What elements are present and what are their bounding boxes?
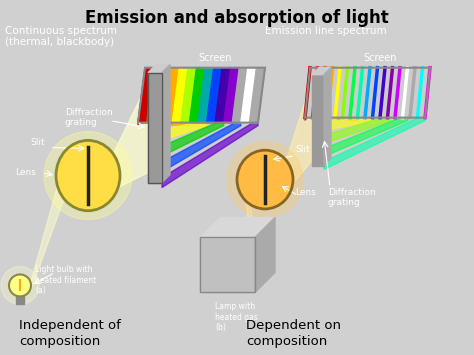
Polygon shape — [324, 115, 425, 170]
Polygon shape — [324, 115, 374, 131]
Polygon shape — [162, 120, 207, 141]
Text: Light bulb with
heated filament
(a): Light bulb with heated filament (a) — [35, 266, 96, 295]
Polygon shape — [162, 120, 224, 156]
Polygon shape — [249, 68, 265, 122]
Text: Slit: Slit — [295, 145, 310, 154]
Polygon shape — [162, 120, 258, 187]
Ellipse shape — [237, 150, 293, 209]
Text: Emission line spectrum: Emission line spectrum — [265, 26, 387, 36]
Text: Lamp with
heated gas
(b): Lamp with heated gas (b) — [215, 302, 258, 332]
Polygon shape — [232, 68, 248, 122]
Polygon shape — [324, 110, 356, 121]
Polygon shape — [155, 68, 171, 122]
Polygon shape — [200, 237, 255, 293]
Polygon shape — [138, 68, 162, 126]
Polygon shape — [200, 218, 275, 237]
Polygon shape — [31, 157, 65, 289]
Polygon shape — [246, 163, 255, 288]
Polygon shape — [207, 68, 222, 122]
Polygon shape — [312, 68, 331, 75]
Polygon shape — [110, 83, 148, 192]
Text: Emission and absorption of light: Emission and absorption of light — [85, 9, 389, 27]
Text: Screen: Screen — [198, 53, 232, 63]
Polygon shape — [305, 68, 430, 118]
Polygon shape — [146, 68, 162, 122]
Polygon shape — [172, 68, 188, 122]
Polygon shape — [138, 68, 154, 122]
Text: Slit: Slit — [30, 138, 45, 147]
Polygon shape — [324, 115, 391, 144]
Polygon shape — [215, 68, 231, 122]
Polygon shape — [181, 68, 196, 122]
Polygon shape — [155, 83, 162, 126]
Polygon shape — [324, 68, 331, 165]
Polygon shape — [224, 68, 239, 122]
Polygon shape — [162, 115, 190, 126]
Polygon shape — [148, 73, 162, 182]
Polygon shape — [241, 68, 256, 122]
Polygon shape — [198, 68, 214, 122]
Polygon shape — [312, 75, 324, 165]
Polygon shape — [162, 65, 170, 182]
Bar — [16, 296, 24, 304]
Polygon shape — [322, 84, 324, 121]
Text: Lens: Lens — [295, 188, 316, 197]
Polygon shape — [138, 68, 265, 122]
Polygon shape — [305, 71, 324, 121]
Text: Diffraction
grating: Diffraction grating — [328, 187, 376, 207]
Polygon shape — [284, 80, 312, 193]
Polygon shape — [162, 99, 172, 126]
Text: Independent of
composition: Independent of composition — [19, 320, 121, 348]
Text: Continuous spectrum
(thermal, blackbody): Continuous spectrum (thermal, blackbody) — [5, 26, 117, 47]
Polygon shape — [324, 97, 339, 121]
Text: Diffraction
grating: Diffraction grating — [65, 108, 113, 127]
Circle shape — [9, 274, 31, 296]
Polygon shape — [164, 68, 179, 122]
Text: Screen: Screen — [363, 53, 397, 63]
Text: Lens: Lens — [15, 168, 36, 177]
Text: Dependent on
composition: Dependent on composition — [246, 320, 341, 348]
Polygon shape — [324, 115, 408, 157]
Polygon shape — [148, 65, 170, 73]
Circle shape — [227, 142, 303, 218]
Circle shape — [1, 267, 39, 304]
Polygon shape — [255, 218, 275, 293]
Polygon shape — [190, 68, 205, 122]
Polygon shape — [162, 120, 241, 172]
Circle shape — [44, 132, 132, 219]
Ellipse shape — [56, 141, 120, 211]
